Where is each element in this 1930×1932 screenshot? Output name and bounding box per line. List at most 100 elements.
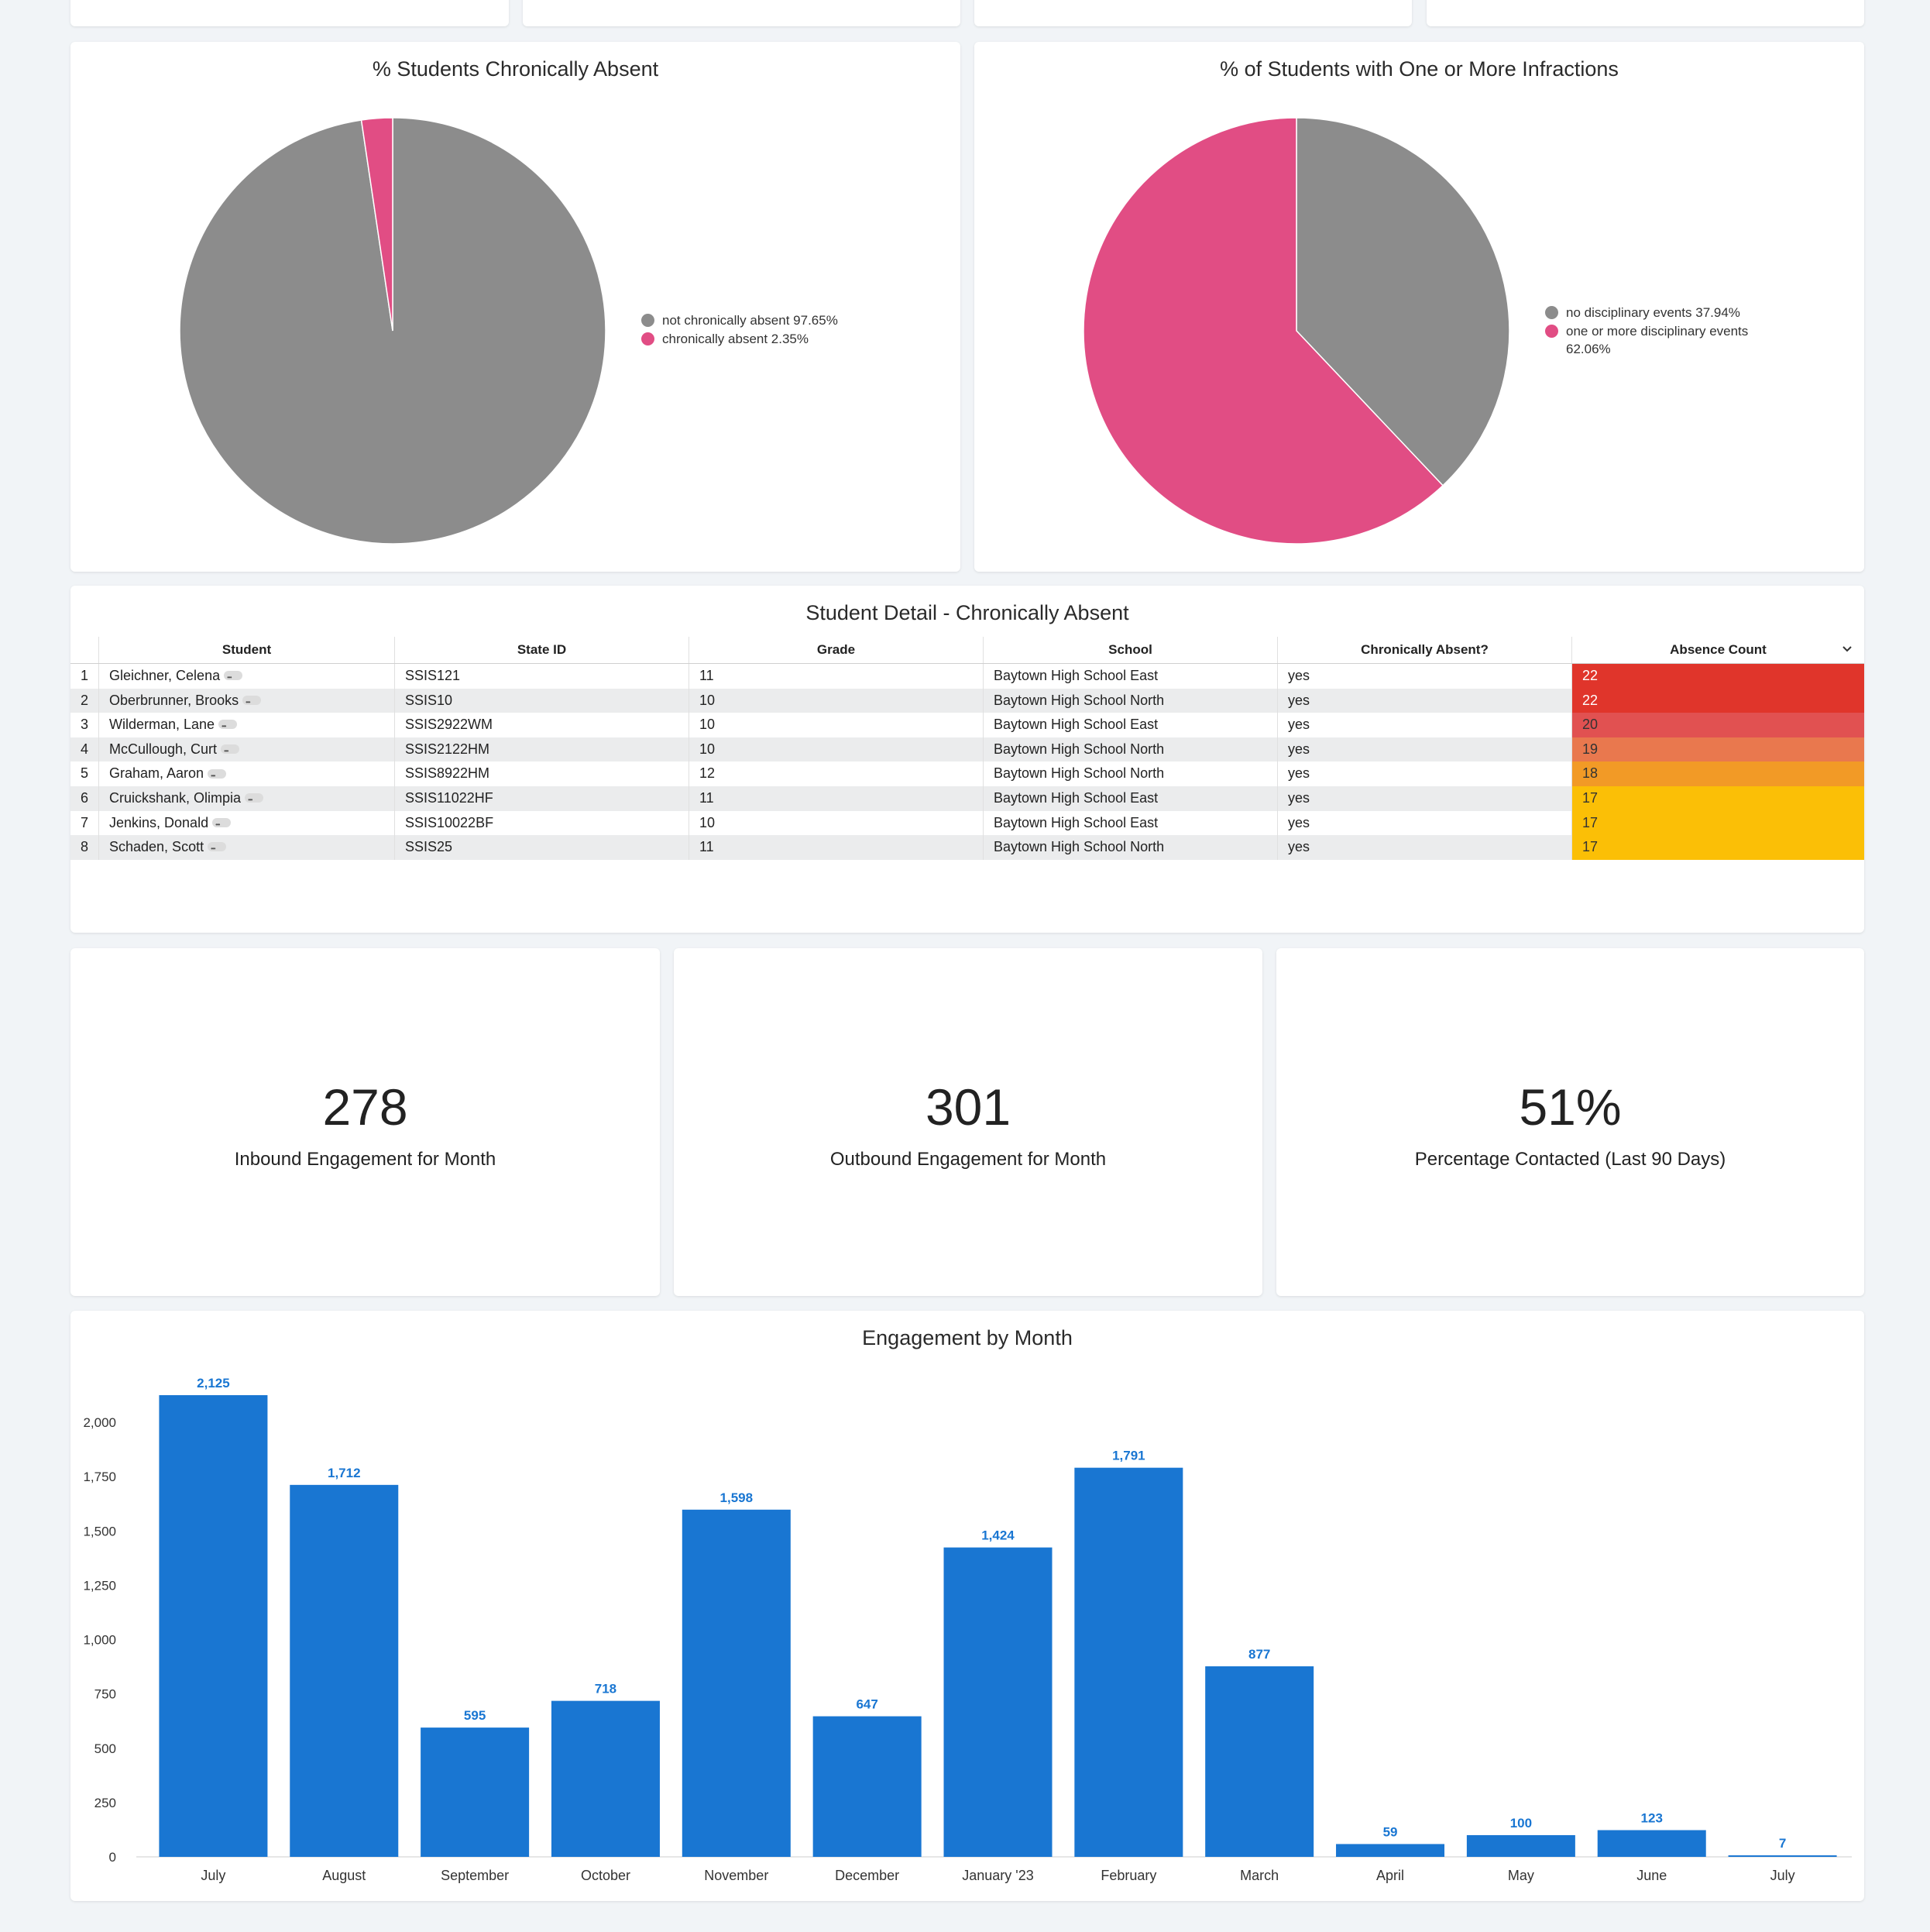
legend-label-not-chronically-absent[interactable]: not chronically absent 97.65% bbox=[662, 313, 838, 328]
cell-state-id-text: SSIS11022HF bbox=[405, 789, 493, 806]
more-options-icon[interactable] bbox=[221, 739, 240, 764]
bar-9[interactable] bbox=[1336, 1844, 1445, 1857]
cell-chronically-absent: yes bbox=[1277, 713, 1571, 737]
cell-student-text: Cruickshank, Olimpia bbox=[109, 789, 242, 806]
bar-0[interactable] bbox=[159, 1395, 268, 1857]
cell-state-id-text: SSIS10 bbox=[405, 692, 453, 708]
more-options-icon[interactable] bbox=[245, 788, 264, 813]
legend-label-disciplinary-events[interactable]: one or more disciplinary events bbox=[1566, 324, 1749, 339]
col-header-school[interactable]: School bbox=[983, 637, 1277, 663]
bar-value-label: 1,791 bbox=[1112, 1449, 1145, 1463]
slice-one-or-more-disciplinary-events[interactable] bbox=[1083, 117, 1444, 545]
cell-chronically-absent-text: yes bbox=[1288, 668, 1310, 683]
bar-5[interactable] bbox=[812, 1716, 922, 1857]
y-tick-label: 500 bbox=[94, 1741, 116, 1756]
col-header-student[interactable]: Student bbox=[98, 637, 394, 663]
cell-school: Baytown High School East bbox=[983, 810, 1277, 836]
kpi-label-percentage-contacted: Percentage Contacted (Last 90 Days) bbox=[1414, 1149, 1726, 1170]
table-row[interactable]: 4 McCullough, Curt SSIS2122HM 10 Baytown Hig… bbox=[70, 737, 1864, 764]
cell-chronically-absent: yes bbox=[1277, 688, 1571, 713]
y-tick-label: 1,500 bbox=[83, 1524, 116, 1538]
cell-grade-text: 12 bbox=[699, 765, 716, 782]
student-detail-table: Student State ID Grade School Chronicall… bbox=[70, 637, 1864, 861]
bar-value-label: 2,125 bbox=[197, 1376, 230, 1391]
cell-school: Baytown High School North bbox=[983, 835, 1277, 860]
slice-no-disciplinary-events[interactable] bbox=[1296, 117, 1510, 486]
row-number: 3 bbox=[80, 717, 88, 733]
row-number: 8 bbox=[80, 839, 88, 855]
bar-4[interactable] bbox=[682, 1509, 791, 1857]
infractions-pie bbox=[1083, 117, 1510, 545]
y-tick-label: 1,750 bbox=[83, 1470, 116, 1484]
bar-12[interactable] bbox=[1728, 1855, 1837, 1857]
cell-student-text: McCullough, Curt bbox=[109, 741, 218, 757]
col-header-absence-count[interactable]: Absence Count bbox=[1571, 637, 1864, 663]
y-tick-label: 1,000 bbox=[83, 1633, 116, 1648]
y-tick-label: 250 bbox=[94, 1796, 116, 1810]
cell-student-text: Schaden, Scott bbox=[109, 839, 204, 855]
chronic-absence-pie bbox=[179, 117, 606, 545]
more-options-icon[interactable] bbox=[224, 665, 243, 690]
bar-8[interactable] bbox=[1205, 1666, 1314, 1857]
bar-10[interactable] bbox=[1466, 1834, 1575, 1857]
bar-1[interactable] bbox=[290, 1484, 399, 1857]
cell-state-id-text: SSIS2922WM bbox=[405, 717, 493, 733]
cell-state-id: SSIS2122HM bbox=[394, 737, 689, 762]
bar-value-label: 1,424 bbox=[981, 1528, 1015, 1543]
bar-value-label: 123 bbox=[1641, 1811, 1663, 1826]
cell-student: Oberbrunner, Brooks bbox=[98, 688, 394, 714]
engagement-by-month-card: Engagement by Month 0 250 500 750 1,000 1,250… bbox=[70, 1311, 1864, 1901]
table-row[interactable]: 3 Wilderman, Lane SSIS2922WM 10 Baytown High… bbox=[70, 713, 1864, 739]
cell-state-id: SSIS2922WM bbox=[394, 713, 689, 737]
cell-state-id: SSIS10022BF bbox=[394, 810, 689, 836]
cell-chronically-absent-text: yes bbox=[1288, 741, 1310, 757]
cell-absence-count: 19 bbox=[1571, 737, 1864, 762]
cell-school-text: Baytown High School North bbox=[994, 741, 1165, 757]
cell-school: Baytown High School North bbox=[983, 737, 1277, 762]
top-card-3 bbox=[974, 0, 1412, 26]
legend-label-no-disciplinary-events[interactable]: no disciplinary events 37.94% bbox=[1566, 305, 1740, 320]
cell-grade-text: 11 bbox=[699, 668, 714, 683]
cell-grade: 11 bbox=[689, 786, 983, 811]
more-options-icon[interactable] bbox=[218, 714, 238, 739]
cell-chronically-absent: yes bbox=[1277, 810, 1571, 836]
cell-grade-text: 10 bbox=[699, 814, 716, 830]
bar-2[interactable] bbox=[421, 1727, 530, 1857]
table-row[interactable]: 8 Schaden, Scott SSIS25 11 Baytown High Scho… bbox=[70, 835, 1864, 861]
table-row[interactable]: 7 Jenkins, Donald SSIS10022BF 10 Baytown Hig… bbox=[70, 810, 1864, 837]
more-options-icon[interactable] bbox=[242, 690, 262, 714]
kpi-card-inbound: 278 Inbound Engagement for Month bbox=[70, 948, 660, 1296]
cell-grade: 10 bbox=[689, 688, 983, 713]
more-options-icon[interactable] bbox=[208, 764, 227, 788]
y-tick-label: 2,000 bbox=[83, 1415, 116, 1430]
x-tick-label: April bbox=[1376, 1868, 1404, 1883]
table-row[interactable]: 1 Gleichner, Celena SSIS121 11 Baytown High … bbox=[70, 664, 1864, 690]
more-options-icon[interactable] bbox=[212, 813, 232, 837]
cell-student-text: Gleichner, Celena bbox=[109, 668, 221, 683]
more-options-icon[interactable] bbox=[208, 837, 227, 861]
x-tick-label: October bbox=[581, 1868, 630, 1883]
bar-3[interactable] bbox=[551, 1700, 660, 1857]
bar-7[interactable] bbox=[1074, 1467, 1183, 1857]
table-row[interactable]: 2 Oberbrunner, Brooks SSIS10 10 Baytown High… bbox=[70, 688, 1864, 714]
bar-6[interactable] bbox=[943, 1547, 1053, 1857]
engagement-by-month-title: Engagement by Month bbox=[862, 1326, 1073, 1349]
col-header-grade[interactable]: Grade bbox=[689, 637, 983, 663]
cell-student: Cruickshank, Olimpia bbox=[98, 786, 394, 813]
col-header-state-id[interactable]: State ID bbox=[394, 637, 689, 663]
slice-chronically-absent[interactable] bbox=[360, 117, 393, 332]
cell-absence-count: 22 bbox=[1571, 688, 1864, 713]
x-tick-label: January '23 bbox=[962, 1868, 1034, 1883]
legend-dot-not-chronically-absent bbox=[641, 314, 654, 327]
sort-chevron-down-icon[interactable] bbox=[1841, 643, 1853, 655]
col-header-chronically-absent[interactable]: Chronically Absent? bbox=[1277, 637, 1571, 663]
bar-11[interactable] bbox=[1597, 1830, 1706, 1857]
top-card-2 bbox=[523, 0, 960, 26]
cell-state-id: SSIS11022HF bbox=[394, 786, 689, 811]
table-row[interactable]: 6 Cruickshank, Olimpia SSIS11022HF 11 Baytow… bbox=[70, 786, 1864, 813]
legend-label-chronically-absent[interactable]: chronically absent 2.35% bbox=[662, 332, 809, 346]
y-tick-label: 0 bbox=[109, 1850, 116, 1865]
legend-dot-disciplinary-events bbox=[1545, 325, 1558, 338]
cell-chronically-absent: yes bbox=[1277, 761, 1571, 786]
table-row[interactable]: 5 Graham, Aaron SSIS8922HM 12 Baytown High S… bbox=[70, 761, 1864, 788]
